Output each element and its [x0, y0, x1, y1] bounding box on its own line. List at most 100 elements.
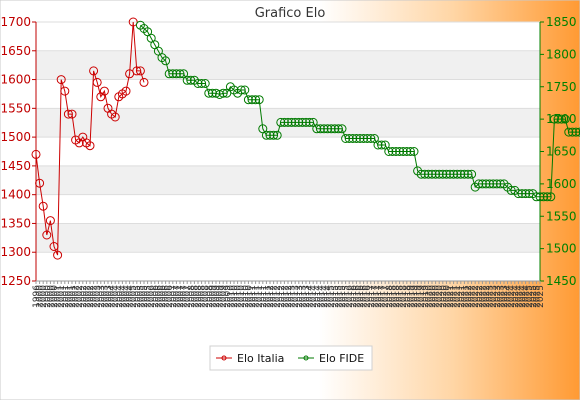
x-tick-label: 2015 — [327, 285, 337, 308]
data-point-elo-fide — [423, 169, 433, 179]
x-tick-label: 2005 — [140, 285, 150, 308]
data-point-elo-fide — [506, 185, 516, 195]
x-tick-label: 2001 — [61, 285, 71, 308]
data-point-elo-fide — [366, 134, 376, 143]
x-tick-label: 2013 — [295, 285, 305, 308]
data-point-elo-italia — [92, 77, 102, 87]
data-point-elo-fide — [542, 192, 552, 202]
x-tick-label: 2021 — [457, 285, 467, 308]
data-point-elo-fide — [391, 147, 401, 156]
data-point-elo-fide — [456, 169, 466, 179]
x-tick-label: 2022 — [468, 285, 478, 308]
data-point-elo-fide — [341, 134, 351, 143]
data-point-elo-fide — [337, 124, 347, 134]
x-tick-label: 2003 — [93, 285, 103, 308]
data-point-elo-fide — [539, 192, 549, 202]
data-point-elo-italia — [53, 250, 63, 260]
x-tick-label: 2008 — [187, 285, 197, 308]
x-tick-label: 2008 — [201, 285, 211, 308]
x-tick-label: 2019 — [417, 285, 427, 308]
x-tick-label: 1996 — [32, 285, 42, 308]
data-point-elo-fide — [488, 179, 498, 189]
x-tick-label: 2009 — [208, 285, 218, 308]
x-tick-label: 2007 — [172, 285, 182, 308]
x-tick-label: 2002 — [72, 285, 82, 308]
x-tick-label: 2003 — [100, 285, 110, 308]
x-tick-label: 2011 — [262, 285, 272, 308]
x-tick-label: 2020 — [428, 285, 438, 308]
data-point-elo-fide — [420, 169, 430, 179]
x-tick-label: 2004 — [111, 285, 121, 308]
x-tick-label: 2005 — [144, 285, 154, 308]
y-left-tick-label: 1350 — [0, 216, 31, 230]
x-tick-label: 2021 — [446, 285, 456, 308]
x-tick-label: 2001 — [57, 285, 67, 308]
data-point-elo-italia — [63, 109, 73, 119]
data-point-elo-fide — [477, 179, 487, 189]
data-point-elo-fide — [315, 124, 325, 134]
x-tick-label: 2021 — [460, 285, 470, 308]
x-tick-label: 2009 — [219, 285, 229, 308]
x-tick-label: 2005 — [129, 285, 139, 308]
x-tick-label: 2006 — [147, 285, 157, 308]
x-tick-label: 2013 — [302, 285, 312, 308]
data-point-elo-fide — [218, 88, 228, 98]
data-point-elo-fide — [161, 56, 171, 66]
x-tick-label: 2010 — [226, 285, 236, 308]
y-right-tick-label: 1850 — [546, 15, 577, 29]
data-point-elo-fide — [272, 130, 282, 140]
x-tick-label: 2022 — [482, 285, 492, 308]
x-tick-label: 2016 — [349, 285, 359, 308]
data-point-elo-fide — [427, 169, 437, 179]
plot-band — [36, 50, 540, 80]
x-tick-label: 2012 — [284, 285, 294, 308]
data-point-elo-fide — [395, 147, 405, 156]
x-tick-label: 2012 — [280, 285, 290, 308]
x-tick-label: 2013 — [291, 285, 301, 308]
x-tick-label: 2023 — [493, 285, 503, 308]
x-tick-label: 2009 — [223, 285, 233, 308]
x-tick-label: 2002 — [86, 285, 96, 308]
x-tick-label: 2020 — [424, 285, 434, 308]
x-tick-label: 2025 — [536, 285, 546, 308]
data-point-elo-fide — [294, 117, 304, 127]
data-point-elo-fide — [326, 124, 336, 134]
x-tick-label: 2025 — [525, 285, 535, 308]
x-tick-label: 2023 — [489, 285, 499, 308]
x-tick-label: 2019 — [406, 285, 416, 308]
x-tick-label: 2022 — [475, 285, 485, 308]
x-tick-label: 2024 — [518, 285, 528, 308]
x-tick-label: 2023 — [500, 285, 510, 308]
data-point-elo-fide — [359, 134, 369, 143]
plot-band — [36, 22, 540, 51]
data-point-elo-fide — [290, 117, 300, 127]
x-tick-label: 2019 — [414, 285, 424, 308]
x-tick-label: 2001 — [54, 285, 64, 308]
data-point-elo-fide — [373, 140, 383, 150]
x-tick-label: 2017 — [378, 285, 388, 308]
data-point-elo-fide — [513, 189, 523, 199]
x-tick-label: 2010 — [241, 285, 251, 308]
x-tick-label: 2007 — [169, 285, 179, 308]
x-tick-label: 2013 — [288, 285, 298, 308]
plot-band — [36, 137, 540, 166]
x-tick-label: 2012 — [270, 285, 280, 308]
data-point-elo-fide — [204, 88, 214, 98]
y-left-tick-label: 1650 — [0, 44, 31, 58]
data-point-elo-fide — [323, 124, 333, 134]
data-point-elo-italia — [67, 109, 77, 119]
series-line-elo-italia — [35, 21, 145, 256]
x-tick-label: 2007 — [176, 285, 186, 308]
data-point-elo-fide — [571, 127, 580, 137]
x-tick-label: 2002 — [82, 285, 92, 308]
x-tick-label: 2007 — [183, 285, 193, 308]
data-point-elo-italia — [121, 86, 131, 96]
data-point-elo-fide — [495, 179, 505, 189]
x-tick-label: 2007 — [180, 285, 190, 308]
y-left-tick-label: 1600 — [0, 73, 31, 87]
legend-box — [209, 345, 373, 371]
x-tick-label: 2003 — [97, 285, 107, 308]
data-point-elo-fide — [236, 85, 246, 95]
y-left-tick-label: 1250 — [0, 274, 31, 288]
plot-background — [36, 22, 540, 281]
